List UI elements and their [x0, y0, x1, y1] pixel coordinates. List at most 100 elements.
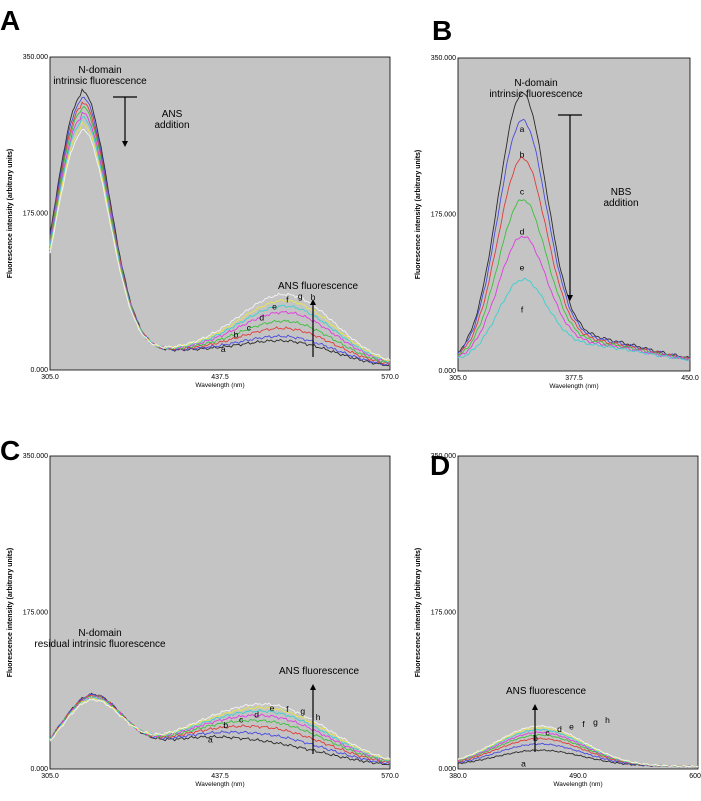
- y-tick-label: 175.000: [431, 212, 456, 219]
- y-axis-label: Fluorescence intensity (arbitrary units): [415, 150, 422, 280]
- series-label-d: d: [259, 313, 264, 323]
- series-label-f: f: [286, 704, 289, 714]
- y-tick-label: 0.000: [438, 766, 456, 773]
- y-tick-label: 0.000: [30, 766, 48, 773]
- series-label-b: b: [223, 720, 228, 730]
- series-label-e: e: [520, 262, 525, 272]
- x-tick-label: 600.0: [689, 773, 701, 780]
- addition-arrow-head: [567, 295, 573, 301]
- plot-area: [49, 56, 391, 371]
- panel-letter-c: C: [0, 435, 20, 466]
- intrinsic-label-line1: N-domain: [78, 65, 121, 76]
- y-tick-label: 175.000: [431, 610, 456, 617]
- intrinsic-label-line1: N-domain: [514, 78, 557, 89]
- x-tick-label: 305.0: [41, 773, 59, 780]
- plot-area: [457, 57, 691, 372]
- series-label-f: f: [521, 304, 524, 314]
- series-line-h: [49, 128, 391, 361]
- series-line-d: [457, 199, 691, 361]
- y-axis-label: Fluorescence intensity (arbitrary units): [7, 149, 14, 279]
- x-tick-label: 437.5: [211, 773, 229, 780]
- series-label-g: g: [298, 291, 303, 301]
- series-line-a: [49, 692, 391, 766]
- panel-letter-b: B: [432, 15, 452, 46]
- y-tick-label: 0.000: [30, 367, 48, 374]
- panel-a: 0.000 175.000 350.000 305.0 437.5 570.0 Wavele…: [7, 54, 399, 389]
- probe-label: ANS fluorescence: [279, 666, 359, 677]
- x-axis-label: Wavelength (nm): [195, 382, 244, 389]
- intrinsic-label-line2: residual intrinsic fluorescence: [34, 639, 166, 650]
- series-label-c: c: [545, 728, 550, 738]
- probe-arrow-head: [310, 299, 316, 305]
- series-label-e: e: [270, 703, 275, 713]
- y-tick-label: 175.000: [23, 610, 48, 617]
- series-label-h: h: [311, 292, 316, 302]
- intrinsic-label-line2: intrinsic fluorescence: [489, 89, 583, 100]
- x-axis-label: Wavelength (nm): [195, 781, 244, 788]
- addition-label-line2: addition: [603, 198, 638, 209]
- series-label-c: c: [247, 323, 252, 333]
- series-line-e: [457, 236, 691, 362]
- series-label-g: g: [300, 706, 305, 716]
- series-label-h: h: [605, 715, 610, 725]
- plot-area: [49, 455, 391, 770]
- probe-label: ANS fluorescence: [506, 686, 586, 697]
- addition-arrow-head: [122, 141, 128, 147]
- plot-area: [457, 455, 699, 770]
- x-axis-label: Wavelength (nm): [553, 781, 602, 788]
- series-line-g: [49, 696, 391, 761]
- panel-b: 0.000 175.000 350.000 305.0 377.5 450.0 Wavele…: [415, 55, 699, 390]
- x-tick-label: 570.0: [381, 374, 399, 381]
- series-label-b: b: [234, 329, 239, 339]
- series-line-c: [49, 101, 391, 365]
- x-tick-label: 305.0: [41, 374, 59, 381]
- series-line-g: [457, 726, 699, 768]
- series-line-h: [49, 698, 391, 760]
- x-axis-label: Wavelength (nm): [549, 383, 598, 390]
- series-line-d: [49, 105, 391, 366]
- series-label-e: e: [272, 301, 277, 311]
- series-label-c: c: [239, 715, 244, 725]
- series-line-f: [49, 696, 391, 762]
- x-tick-label: 490.0: [569, 773, 587, 780]
- y-tick-label: 175.000: [23, 211, 48, 218]
- addition-label-line1: ANS: [162, 109, 183, 120]
- intrinsic-label-line2: intrinsic fluorescence: [53, 76, 147, 87]
- panel-letter-d: D: [430, 450, 450, 481]
- series-line-g: [49, 121, 391, 362]
- series-label-a: a: [521, 759, 526, 769]
- series-label-f: f: [582, 719, 585, 729]
- series-label-e: e: [569, 721, 574, 731]
- y-tick-label: 350.000: [23, 54, 48, 61]
- y-axis-label: Fluorescence intensity (arbitrary units): [415, 548, 422, 678]
- series-line-a: [457, 91, 691, 359]
- y-tick-label: 0.000: [438, 368, 456, 375]
- series-label-b: b: [520, 150, 525, 160]
- probe-arrow-head: [532, 704, 538, 710]
- y-tick-label: 350.000: [23, 453, 48, 460]
- y-tick-label: 350.000: [431, 55, 456, 62]
- panel-c: 0.000 175.000 350.000 305.0 437.5 570.0 Wavele…: [7, 453, 399, 788]
- panel-d: 0.000 175.000 350.000 380.0 490.0 600.0 Wavele…: [415, 453, 701, 788]
- addition-label-line2: addition: [154, 120, 189, 131]
- series-line-a: [49, 88, 391, 367]
- series-label-a: a: [221, 344, 226, 354]
- series-line-f: [457, 277, 691, 362]
- probe-arrow-head: [310, 684, 316, 690]
- series-line-b: [49, 96, 391, 366]
- addition-label-line1: NBS: [611, 187, 632, 198]
- intrinsic-label-line1: N-domain: [78, 628, 121, 639]
- series-line-h: [457, 725, 699, 768]
- series-label-d: d: [254, 709, 259, 719]
- series-label-d: d: [557, 724, 562, 734]
- series-line-e: [49, 695, 391, 763]
- panel-letter-a: A: [0, 5, 20, 36]
- series-label-h: h: [316, 712, 321, 722]
- series-label-a: a: [520, 124, 525, 134]
- x-tick-label: 380.0: [449, 773, 467, 780]
- series-label-a: a: [208, 734, 213, 744]
- series-label-c: c: [520, 186, 525, 196]
- x-tick-label: 437.5: [211, 374, 229, 381]
- series-label-f: f: [286, 295, 289, 305]
